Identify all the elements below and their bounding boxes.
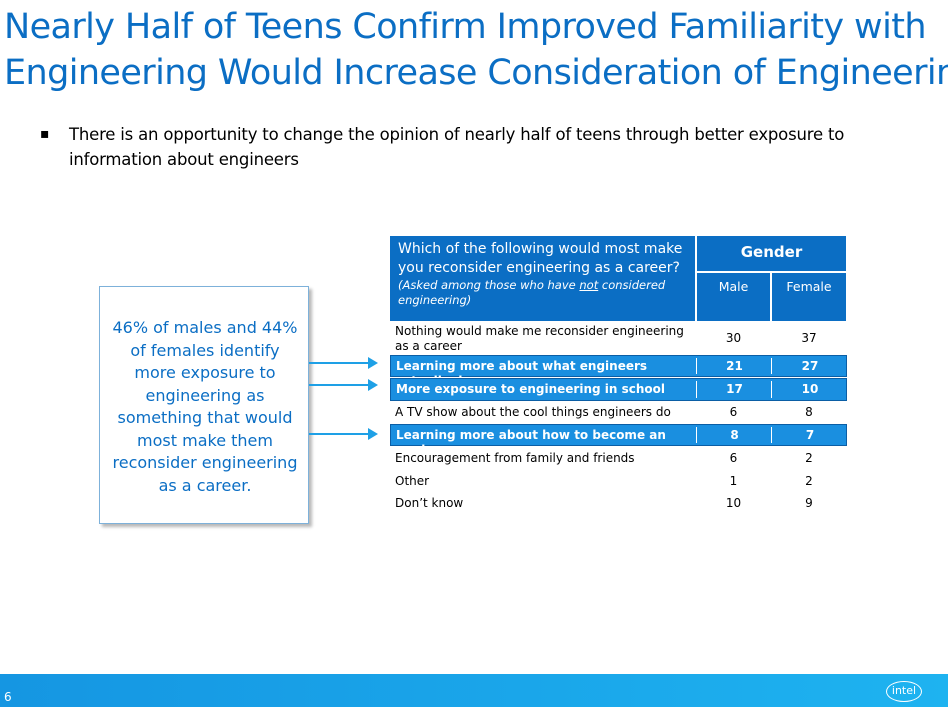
row-value-female: 10 [801, 382, 819, 396]
row-value-female: 9 [805, 496, 813, 510]
row-value-female: 2 [805, 451, 813, 465]
question-note-end: considered engineering) [398, 278, 666, 307]
slide-title-line-1: Nearly Half of Teens Confirm Improved Fa… [4, 7, 927, 47]
arrow-right-icon [309, 357, 378, 369]
arrow-right-icon [309, 428, 378, 440]
row-label: Other [395, 474, 430, 488]
row-value-female: 2 [805, 474, 813, 488]
callout-box: 46% of males and 44% of females identify… [99, 286, 309, 524]
table-row-highlighted: Learning more about what engineers actua… [390, 355, 847, 388]
bullet-point: ▪ There is an opportunity to change the … [40, 122, 860, 172]
table-row-highlighted: Learning more about how to become an eng… [390, 424, 847, 457]
row-value-female: 37 [801, 331, 817, 345]
row-value-male: 30 [725, 331, 742, 345]
row-value-male: 6 [729, 451, 738, 465]
page-number: 6 [4, 690, 12, 704]
slide-title-line-2: Engineering Would Increase Consideration… [4, 53, 948, 93]
column-header-male: Male [697, 273, 770, 321]
row-value-female: 7 [805, 428, 815, 442]
question-note-underlined: not [579, 278, 599, 292]
table-row: Encouragement from family and friends 6 … [390, 449, 847, 469]
row-label: Nothing would make me reconsider enginee… [395, 324, 684, 353]
row-value-male: 10 [725, 496, 742, 510]
question-note: (Asked among those who have not consider… [398, 278, 687, 308]
row-value-female: 27 [801, 359, 819, 373]
question-header: Which of the following would most make y… [390, 236, 695, 321]
row-value-male: 17 [726, 382, 743, 396]
row-value-female: 8 [805, 405, 813, 419]
intel-logo-icon: intel [886, 681, 922, 702]
row-label: Encouragement from family and friends [395, 451, 635, 465]
row-value-male: 8 [730, 428, 739, 442]
slide-title: Nearly Half of Teens Confirm Improved Fa… [4, 4, 948, 96]
question-note-start: (Asked among those who have [398, 278, 580, 292]
table-row: Don’t know 10 9 [390, 494, 847, 514]
row-value-male: 21 [726, 359, 743, 373]
column-header-female: Female [772, 273, 846, 321]
row-value-male: 1 [729, 474, 738, 488]
question-text: Which of the following would most make y… [398, 241, 683, 276]
row-value-male: 6 [729, 405, 738, 419]
callout-text: 46% of males and 44% of females identify… [112, 318, 298, 495]
arrow-right-icon [309, 379, 378, 391]
row-label: More exposure to engineering in school [396, 382, 665, 396]
table-row: Nothing would make me reconsider enginee… [390, 323, 847, 353]
table-row-highlighted: More exposure to engineering in school 1… [390, 378, 847, 401]
table-row: A TV show about the cool things engineer… [390, 403, 847, 423]
bullet-text: There is an opportunity to change the op… [68, 125, 845, 169]
gender-header: Gender [697, 236, 846, 271]
bullet-icon: ▪ [40, 126, 50, 142]
table-row: Other 1 2 [390, 472, 847, 492]
row-label: Don’t know [395, 496, 464, 510]
footer-bar [0, 674, 948, 707]
row-label: A TV show about the cool things engineer… [395, 405, 671, 419]
row-label: Learning more about how to become an eng… [396, 428, 666, 457]
